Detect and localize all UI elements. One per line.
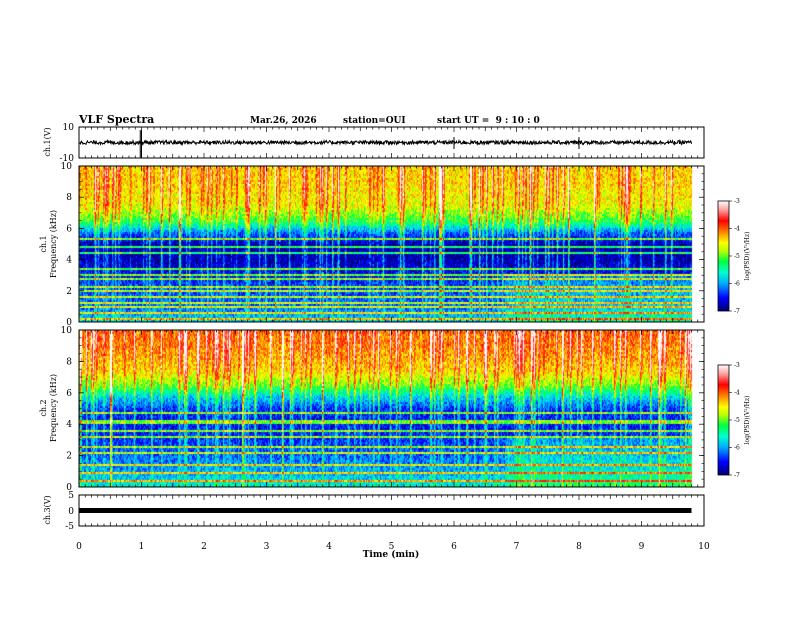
time-axis-tick-labels: 0 1 2 3 4 5 6 7 8 9 10	[76, 542, 710, 552]
time-tick-label: 0	[76, 542, 82, 552]
ch1-frequency-tick-labels: 0 2 4 6 8 10	[61, 162, 704, 328]
frequency-tick-label: 10	[61, 162, 73, 172]
colorbar-tick-label: -3	[734, 198, 740, 205]
time-tick-label: 6	[451, 542, 457, 552]
ch1-waveform-ylabel: ch.1(V)	[43, 127, 52, 156]
ch1-spectrogram-ticks	[78, 166, 705, 322]
ch2-spectrogram-ticks	[78, 330, 705, 487]
frequency-tick-label: 0	[66, 318, 72, 328]
time-tick-label: 3	[264, 542, 270, 552]
colorbar-tick-label: -6	[734, 445, 740, 452]
time-axis-label: Time (min)	[363, 549, 420, 560]
ch1-waveform-trace	[78, 130, 692, 158]
ch1-colorbar-ticks: -3 -4 -5 -6 -7	[729, 198, 740, 315]
frequency-tick-label: 6	[66, 389, 72, 399]
colorbar-tick-label: -4	[734, 226, 740, 233]
frequency-tick-label: 8	[66, 193, 72, 203]
ch2-colorbar-label: log(PSD)(V²/Hz)	[744, 396, 751, 445]
ch1-colorbar: -3 -4 -5 -6 -7 log(PSD)(V²/Hz)	[717, 198, 751, 315]
ch3-waveform-trace	[79, 508, 692, 513]
ch2-spectrogram-channel-label: ch.2	[39, 399, 48, 416]
start-time-label: start UT = 9 : 10 : 0	[437, 116, 540, 126]
ch1-waveform-ticks	[78, 127, 705, 158]
frequency-tick-label: 2	[66, 287, 72, 297]
time-tick-label: 9	[639, 542, 645, 552]
frequency-tick-label: 2	[66, 452, 72, 462]
ch1-spectrogram-panel: 0 2 4 6 8 10 ch.1 Frequency (kHz)	[39, 162, 705, 328]
ch3-waveform-ticks	[78, 495, 705, 526]
ch1-spectrogram-channel-label: ch.1	[39, 235, 48, 252]
time-tick-label: 5	[389, 542, 395, 552]
frequency-tick-label: 6	[66, 224, 72, 234]
time-tick-label: 8	[576, 542, 582, 552]
frequency-tick-label: 8	[66, 357, 72, 367]
figure-title: VLF Spectra	[78, 113, 154, 126]
frequency-tick-label: 10	[61, 326, 73, 336]
ch3-waveform-ylabel: ch.3(V)	[43, 495, 52, 524]
ch1-spectrogram-heatmap	[79, 166, 704, 322]
ch3-ytick-top: 5	[68, 491, 74, 501]
colorbar-tick-label: -6	[734, 281, 740, 288]
frequency-tick-label: 4	[66, 256, 72, 266]
ch3-ytick-middle: 0	[68, 507, 74, 517]
ch2-spectrogram-heatmap	[79, 330, 704, 487]
colorbar-tick-label: -3	[734, 362, 740, 369]
ch1-ytick-bottom: -10	[60, 154, 75, 164]
ch2-spectrogram-panel: 0 2 4 6 8 10 ch.2 Frequency (kHz)	[39, 326, 705, 493]
frequency-tick-label: 0	[66, 483, 72, 493]
colorbar-tick-label: -7	[734, 472, 740, 479]
ch2-frequency-tick-labels: 0 2 4 6 8 10	[61, 326, 704, 493]
date-label: Mar.26, 2026	[250, 116, 317, 126]
ch1-spectrogram-image	[79, 166, 704, 322]
time-tick-label: 7	[514, 542, 520, 552]
ch2-spectrogram-image	[79, 330, 704, 487]
ch2-colorbar-ticks: -3 -4 -5 -6 -7	[729, 362, 740, 479]
colorbar-tick-label: -7	[734, 308, 740, 315]
ch1-colorbar-label: log(PSD)(V²/Hz)	[744, 232, 751, 281]
time-tick-label: 2	[201, 542, 207, 552]
station-label: station=OUI	[343, 116, 406, 126]
ch3-waveform-panel: 5 0 -5 ch.3(V)	[43, 491, 705, 532]
frequency-tick-label: 4	[66, 420, 72, 430]
colorbar-tick-label: -4	[734, 390, 740, 397]
ch1-ytick-top: 10	[63, 123, 75, 133]
ch2-colorbar: -3 -4 -5 -6 -7 log(PSD)(V²/Hz)	[717, 362, 751, 479]
colorbar-tick-label: -5	[734, 417, 740, 424]
ch3-ytick-bottom: -5	[65, 522, 74, 532]
ch1-frequency-axis-label: Frequency (kHz)	[49, 210, 58, 278]
time-tick-label: 1	[139, 542, 145, 552]
time-tick-label: 4	[326, 542, 332, 552]
ch1-waveform-panel: 10 -10 ch.1(V)	[43, 123, 705, 164]
ch2-frequency-axis-label: Frequency (kHz)	[49, 374, 58, 442]
colorbar-tick-label: -5	[734, 253, 740, 260]
ch1-waveform-line	[78, 138, 692, 147]
time-tick-label: 10	[698, 542, 710, 552]
